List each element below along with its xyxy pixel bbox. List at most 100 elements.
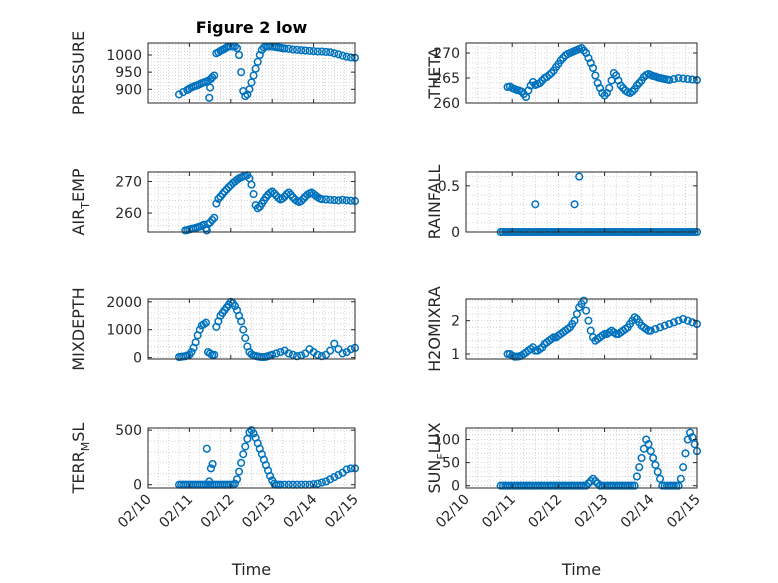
data-point (545, 70, 554, 80)
data-point (655, 474, 665, 483)
data-point (591, 71, 600, 80)
x-tick-label: 02/12 (525, 492, 565, 532)
data-point (572, 309, 581, 319)
axes-box (147, 298, 356, 360)
data-point (235, 467, 244, 476)
subplot-terr-m-sl: 0 500 02/10 02/11 02/12 02/13 02/14 02/15 TERRMS… (69, 423, 362, 579)
y-tick-label: 0 (133, 478, 142, 494)
data-point (646, 447, 655, 456)
data-point (245, 428, 254, 437)
y-tick-label: 1 (451, 347, 460, 363)
data-point (305, 46, 314, 55)
data-point (301, 349, 310, 358)
data-point (686, 428, 695, 437)
data-point (268, 187, 277, 196)
data-point (679, 74, 688, 83)
data-point (330, 196, 339, 205)
data-point (326, 48, 335, 57)
y-tick-label: 950 (115, 65, 142, 81)
axes-box (147, 42, 356, 104)
data-point (245, 85, 254, 94)
data-point (330, 49, 339, 58)
axes-box (147, 427, 356, 489)
data-point (646, 326, 655, 335)
y-tick-label: 2000 (106, 295, 142, 311)
data-point (644, 440, 653, 449)
data-point (237, 68, 246, 77)
axes-box (465, 42, 698, 104)
y-axis-label: RAINFALL (425, 165, 444, 240)
y-axis-label: AIRTEMP (69, 168, 92, 235)
data-point (681, 449, 690, 458)
data-point (655, 323, 665, 332)
data-point (674, 481, 683, 490)
y-tick-label: 2 (451, 314, 460, 330)
data-point (292, 352, 302, 361)
data-point (330, 339, 339, 348)
data-point (586, 477, 595, 486)
data-point (301, 46, 310, 55)
data-point (589, 474, 598, 483)
chart-title: Figure 2 low (196, 18, 308, 37)
data-point (690, 440, 699, 449)
data-point (214, 194, 223, 203)
series-mixdepth (175, 297, 360, 362)
data-point (224, 183, 233, 192)
data-point (630, 481, 639, 490)
data-point (241, 334, 250, 343)
data-point (531, 200, 540, 209)
y-tick-label: 1000 (106, 48, 142, 64)
x-axis-label: Time (231, 560, 271, 579)
subplot-h2omixra: 1 2 H2OMIXRA (425, 286, 702, 372)
y-tick-label: 0 (451, 479, 460, 495)
data-point (679, 314, 688, 324)
data-point (282, 190, 291, 199)
x-tick-label: 02/13 (239, 492, 279, 532)
x-tick-label: 02/11 (479, 492, 519, 532)
data-point (688, 318, 697, 327)
data-point (605, 83, 614, 93)
data-point (222, 185, 231, 194)
data-point (237, 317, 246, 326)
data-point (338, 195, 347, 204)
data-point (230, 301, 239, 311)
data-point (326, 346, 335, 355)
data-point (313, 47, 322, 56)
y-axis-label: MIXDEPTH (69, 287, 88, 370)
y-tick-label: 50 (442, 456, 460, 472)
data-point (313, 350, 322, 359)
data-point (297, 46, 306, 55)
data-point (208, 73, 217, 82)
x-tick-label: 02/13 (572, 492, 612, 532)
data-point (683, 316, 692, 325)
series-sun-f-lux (496, 428, 702, 490)
x-tick-label: 02/11 (156, 492, 196, 532)
data-point (665, 319, 674, 329)
data-point (249, 190, 258, 199)
data-point (334, 50, 343, 59)
data-point (334, 196, 343, 205)
data-point (342, 196, 351, 205)
y-tick-label: 260 (115, 206, 142, 222)
series-h2omixra (503, 296, 702, 361)
data-point (309, 47, 318, 56)
data-point (683, 435, 692, 444)
data-point (292, 45, 302, 54)
x-tick-label: 02/15 (664, 492, 704, 532)
data-point (187, 347, 196, 357)
data-point (317, 195, 326, 204)
data-point (210, 71, 219, 80)
data-point (205, 477, 214, 486)
axes-box (465, 427, 698, 489)
data-point (278, 194, 287, 203)
data-point (297, 197, 306, 206)
data-point (321, 47, 331, 56)
data-point (208, 459, 217, 469)
data-point (676, 474, 685, 483)
data-point (635, 463, 644, 472)
data-point (334, 470, 343, 479)
data-point (251, 64, 260, 73)
